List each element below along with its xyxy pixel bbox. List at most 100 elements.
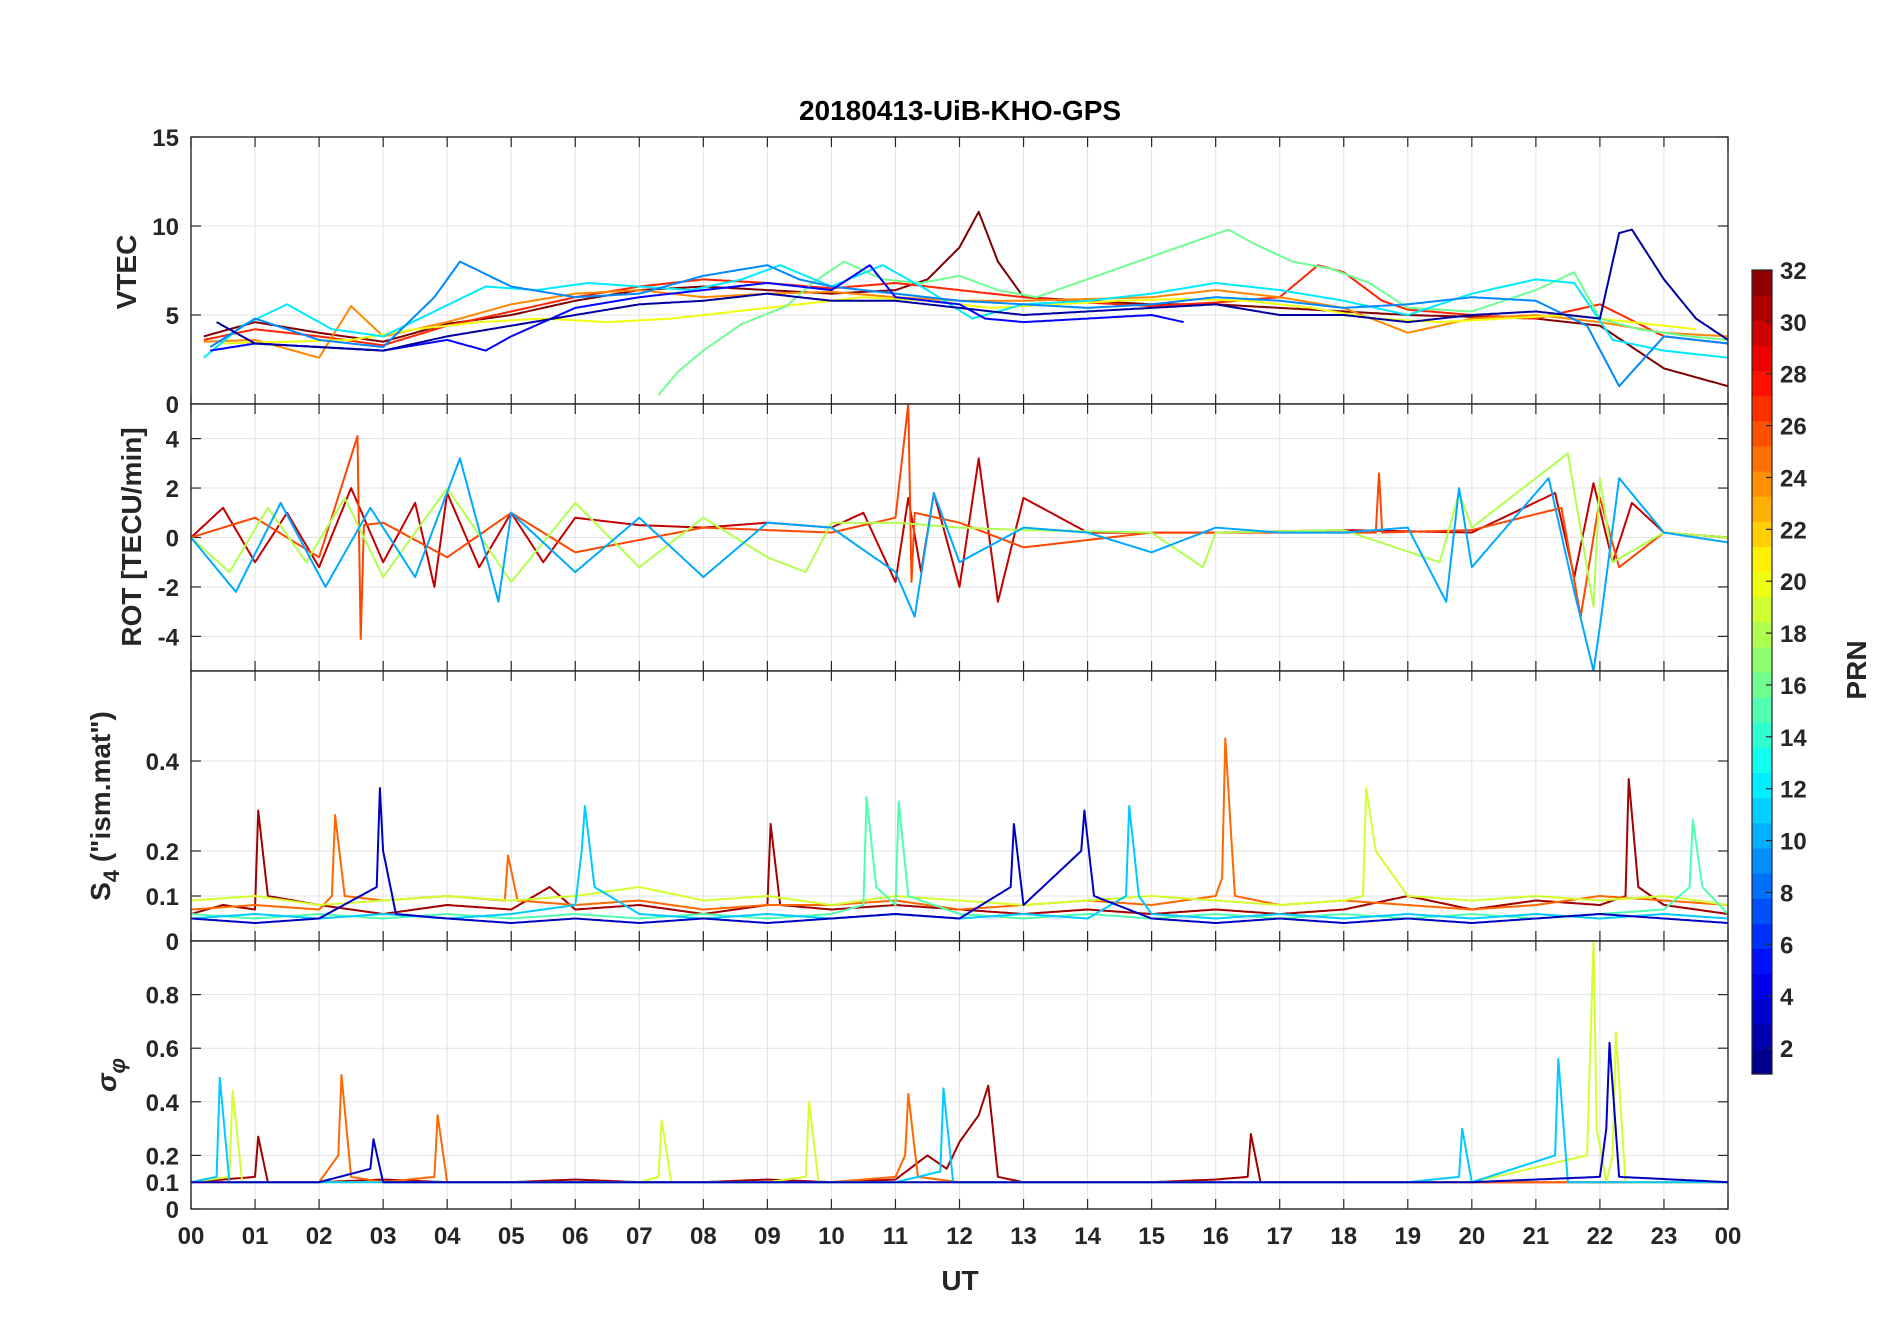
rot-ytick-label: 2: [166, 476, 179, 503]
s4-ytick-label: 0.4: [146, 749, 180, 776]
x-tick-label: 16: [1202, 1223, 1229, 1250]
colorbar-segment: [1752, 948, 1772, 975]
s4-panel: 0 0.1 0.2 0.4: [146, 670, 1729, 956]
sigma-traces: [191, 941, 1728, 1184]
x-tick-label: 17: [1266, 1223, 1293, 1250]
sigma-frame: [190, 940, 1729, 1210]
sigma-ytick-label: 0.2: [146, 1143, 179, 1170]
x-tick-label: 22: [1587, 1223, 1614, 1250]
x-tick-label: 00: [178, 1223, 205, 1250]
x-tick-label: 23: [1651, 1223, 1678, 1250]
colorbar-tick-label: 22: [1780, 517, 1807, 544]
colorbar-segment: [1752, 772, 1772, 799]
rot-ytick-label: 4: [166, 427, 180, 454]
x-tick-label: 07: [626, 1223, 653, 1250]
x-tick-label: 01: [242, 1223, 269, 1250]
x-tick-label: 05: [498, 1223, 525, 1250]
vtec-panel: 0 5 10 15: [152, 125, 1729, 419]
colorbar-segment: [1752, 898, 1772, 924]
colorbar-segment: [1752, 445, 1772, 472]
colorbar-tick-label: 4: [1780, 984, 1794, 1011]
colorbar-tick-label: 16: [1780, 673, 1807, 700]
s4-ytick-label: 0.2: [146, 839, 179, 866]
colorbar-segment: [1752, 345, 1772, 372]
rot-ytick-label: -2: [158, 575, 179, 602]
colorbar-segment: [1752, 320, 1772, 346]
colorbar-segment: [1752, 873, 1772, 899]
s4-ytick-label: 0.1: [146, 884, 179, 911]
colorbar-tick-label: 24: [1780, 465, 1807, 492]
vtec-traces: [203, 210, 1728, 396]
colorbar-label: PRN: [1841, 640, 1872, 699]
colorbar-tick-label: 18: [1780, 621, 1807, 648]
x-tick-label: 13: [1010, 1223, 1037, 1250]
s4-traces: [191, 737, 1728, 924]
s4-series-prn-19: [191, 787, 1728, 906]
rot-ytick-label: -4: [158, 624, 180, 651]
colorbar-tick-label: 10: [1780, 829, 1807, 856]
colorbar-tick-label: 26: [1780, 414, 1807, 441]
colorbar-segment: [1752, 697, 1772, 723]
vtec-ytick-label: 0: [166, 392, 179, 419]
x-tick-label: 21: [1523, 1223, 1550, 1250]
vtec-series-prn-16: [657, 228, 1728, 396]
x-tick-label: 14: [1074, 1223, 1101, 1250]
rot-series-prn-26: [191, 404, 1728, 640]
colorbar-tick-label: 6: [1780, 932, 1793, 959]
colorbar-tick-label: 32: [1780, 258, 1807, 285]
x-tick-label: 19: [1394, 1223, 1421, 1250]
colorbar-segment: [1752, 521, 1772, 547]
colorbar-segment: [1752, 295, 1772, 321]
sigma-ytick-label: 0: [166, 1197, 179, 1224]
vtec-ytick-label: 5: [166, 303, 179, 330]
colorbar-segment: [1752, 420, 1772, 447]
rot-ytick-label: 0: [166, 526, 179, 553]
sigma-ytick-label: 0.6: [146, 1036, 179, 1063]
colorbar-segment: [1752, 672, 1772, 698]
colorbar-segment: [1752, 471, 1772, 497]
colorbar-segment: [1752, 646, 1772, 673]
sigma-ytick-label: 0.8: [146, 983, 179, 1010]
rot-traces: [191, 404, 1728, 671]
colorbar-segment: [1752, 822, 1772, 849]
x-tick-label: 10: [818, 1223, 845, 1250]
x-tick-label: 02: [306, 1223, 333, 1250]
colorbar-tick-label: 12: [1780, 777, 1807, 804]
x-tick-label: 08: [690, 1223, 717, 1250]
colorbar-segment: [1752, 722, 1772, 748]
x-tick-label: 06: [562, 1223, 589, 1250]
sigma-series-prn-3: [191, 1041, 1728, 1184]
colorbar-segment: [1752, 1023, 1772, 1050]
colorbar-tick-label: 8: [1780, 880, 1793, 907]
colorbar-segment: [1752, 370, 1772, 397]
x-tick-label: 11: [883, 1223, 908, 1250]
rot-series-prn-10: [191, 457, 1728, 671]
x-tick-label: 20: [1458, 1223, 1485, 1250]
sigma-ytick-label: 0.4: [146, 1090, 180, 1117]
colorbar-segment: [1752, 998, 1772, 1025]
x-axis-label: UT: [941, 1265, 978, 1296]
x-tick-label: 04: [434, 1223, 461, 1250]
colorbar-segment: [1752, 571, 1772, 598]
x-tick-label: 09: [754, 1223, 781, 1250]
colorbar-segment: [1752, 1048, 1772, 1075]
sigma-ylabel: σφ: [91, 1058, 130, 1092]
vtec-ytick-label: 10: [152, 214, 179, 241]
vtec-ylabel: VTEC: [111, 235, 142, 310]
colorbar-segment: [1752, 496, 1772, 522]
colorbar-segment: [1752, 621, 1772, 648]
colorbar-segment: [1752, 546, 1772, 573]
vtec-ytick-label: 15: [152, 125, 179, 152]
colorbar-tick-label: 14: [1780, 725, 1807, 752]
rot-series-prn-18: [191, 452, 1728, 608]
s4-ylabel: S4 ("ism.mat"): [85, 711, 124, 901]
colorbar-tick-label: 20: [1780, 569, 1807, 596]
colorbar-segment: [1752, 747, 1772, 774]
x-tick-label: 18: [1330, 1223, 1357, 1250]
colorbar-segment: [1752, 270, 1772, 296]
s4-series-prn-3: [191, 787, 1728, 924]
colorbar-tick-label: 30: [1780, 310, 1807, 337]
rot-panel: -4 -2 0 2 4: [158, 403, 1729, 672]
